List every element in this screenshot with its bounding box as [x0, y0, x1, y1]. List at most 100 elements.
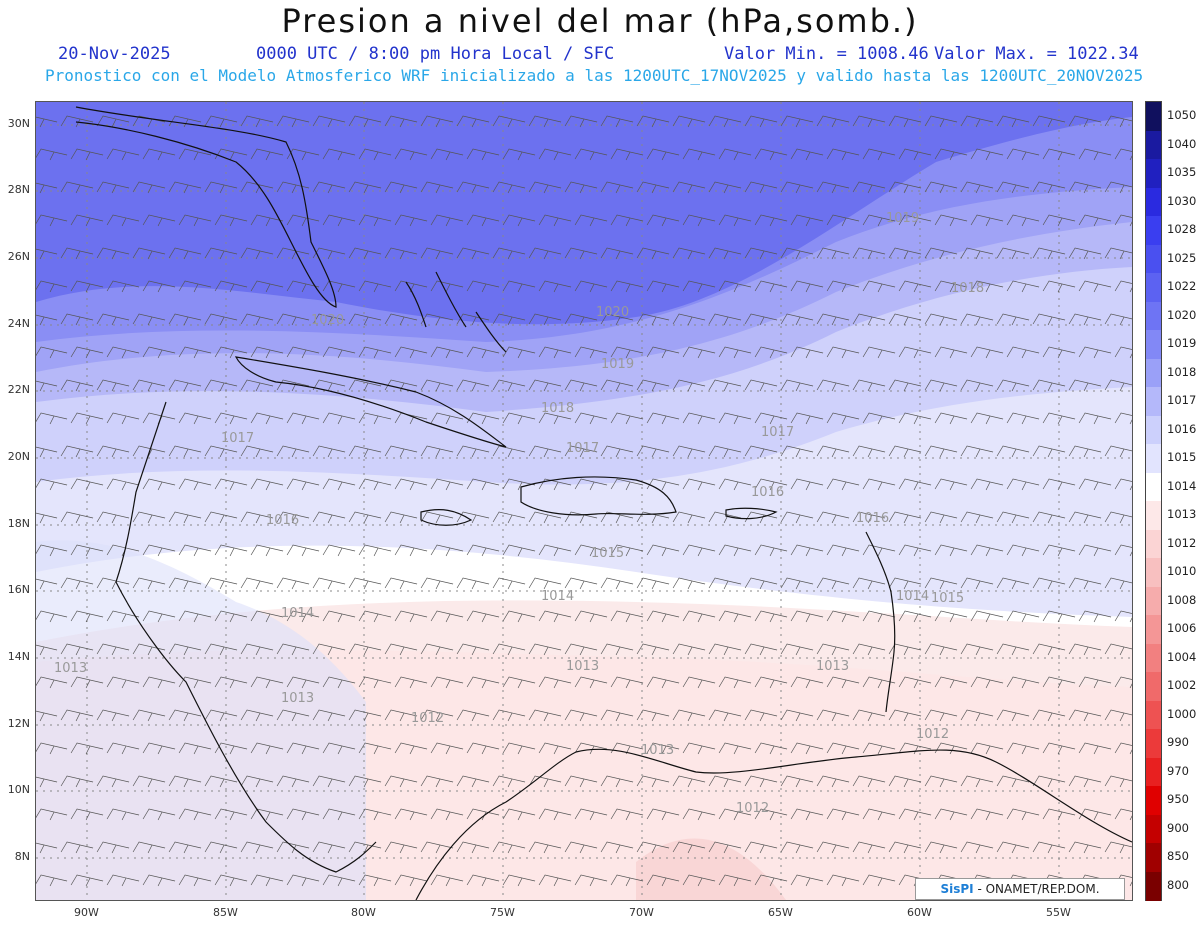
wind-barb [142, 610, 176, 623]
wind-barb [780, 181, 814, 194]
wind-barb [708, 445, 742, 458]
wind-barb [1078, 610, 1112, 623]
wind-barb [636, 775, 670, 788]
colorbar-segment [1146, 700, 1161, 730]
wind-barb [672, 379, 706, 392]
isobar-label: 1017 [566, 441, 599, 456]
wind-barb [600, 775, 634, 788]
wind-barb [682, 148, 716, 161]
wind-barb [286, 148, 320, 161]
wind-barb [502, 808, 536, 821]
lon-label: 75W [490, 906, 515, 919]
wind-barb [924, 115, 958, 128]
wind-barb [708, 775, 742, 788]
wind-barb [636, 445, 670, 458]
wind-barb [348, 247, 382, 260]
wind-barb [420, 577, 454, 590]
wind-barb [36, 512, 58, 524]
wind-barb [708, 181, 742, 194]
wind-barb [960, 577, 994, 590]
wind-barb [924, 313, 958, 326]
wind-barb [1068, 115, 1102, 128]
wind-barb [276, 775, 310, 788]
colorbar-segment [1146, 216, 1161, 245]
wind-barb [348, 313, 382, 326]
wind-barb [36, 380, 58, 392]
wind-barb [610, 346, 644, 359]
wind-barb [358, 676, 392, 689]
wind-barb [168, 115, 202, 128]
wind-barb [754, 214, 788, 227]
wind-barb [358, 412, 392, 425]
wind-barb [36, 842, 58, 854]
wind-barb [1042, 676, 1076, 689]
wind-barbs [36, 115, 1132, 887]
wind-barb [574, 544, 608, 557]
wind-barb [924, 643, 958, 656]
pressure-map[interactable]: 1019 1018 1020 1020 1019 1018 1017 1017 1017 1016… [35, 101, 1133, 901]
wind-barb [600, 247, 634, 260]
wind-barb [780, 247, 814, 260]
wind-barb [322, 808, 356, 821]
wind-barb [240, 841, 274, 854]
wind-barb [960, 313, 994, 326]
wind-barb [636, 841, 670, 854]
wind-barb [754, 610, 788, 623]
wind-barb [132, 379, 166, 392]
wind-barb [358, 808, 392, 821]
wind-barb [70, 412, 104, 425]
wind-barb [142, 478, 176, 491]
wind-barb [754, 544, 788, 557]
wind-barb [816, 313, 850, 326]
wind-barb [1068, 577, 1102, 590]
wind-barb [1114, 544, 1132, 557]
wind-barb [502, 280, 536, 293]
wind-barb [960, 115, 994, 128]
wind-barb [718, 280, 752, 293]
wind-barb [178, 346, 212, 359]
colorbar-label: 1022 [1167, 279, 1197, 294]
wind-barb [60, 313, 94, 326]
wind-barb [312, 841, 346, 854]
wind-barb [178, 214, 212, 227]
wind-barb [466, 676, 500, 689]
wind-barb [970, 346, 1004, 359]
wind-barb [636, 511, 670, 524]
wind-barb [852, 445, 886, 458]
wind-barb [502, 742, 536, 755]
wind-barb [1042, 280, 1076, 293]
wind-barb [204, 115, 238, 128]
wind-barb [492, 841, 526, 854]
wind-barb [286, 280, 320, 293]
wind-barb [826, 544, 860, 557]
colorbar [1145, 101, 1162, 901]
wind-barb [852, 247, 886, 260]
wind-barb [70, 478, 104, 491]
wind-barb [646, 148, 680, 161]
wind-barb [36, 610, 68, 623]
wind-barb [646, 346, 680, 359]
wind-barb [888, 445, 922, 458]
wind-barb [456, 379, 490, 392]
wind-barb [970, 412, 1004, 425]
wind-barb [538, 544, 572, 557]
wind-barb [70, 742, 104, 755]
wind-barb [636, 115, 670, 128]
wind-barb [312, 709, 346, 722]
band-1012-south [636, 838, 786, 900]
colorbar-segment [1146, 472, 1161, 502]
wind-barb [600, 181, 634, 194]
wind-barb [1078, 148, 1112, 161]
wind-barb [312, 247, 346, 260]
wind-barb [96, 445, 130, 458]
wind-barb [60, 115, 94, 128]
wind-barb [106, 280, 140, 293]
wind-barb [744, 709, 778, 722]
wind-barb [456, 643, 490, 656]
wind-barb [358, 610, 392, 623]
wind-barb [492, 511, 526, 524]
wind-barb [420, 511, 454, 524]
wind-barb [312, 313, 346, 326]
wind-barb [430, 346, 464, 359]
lat-label: 18N [7, 517, 30, 530]
